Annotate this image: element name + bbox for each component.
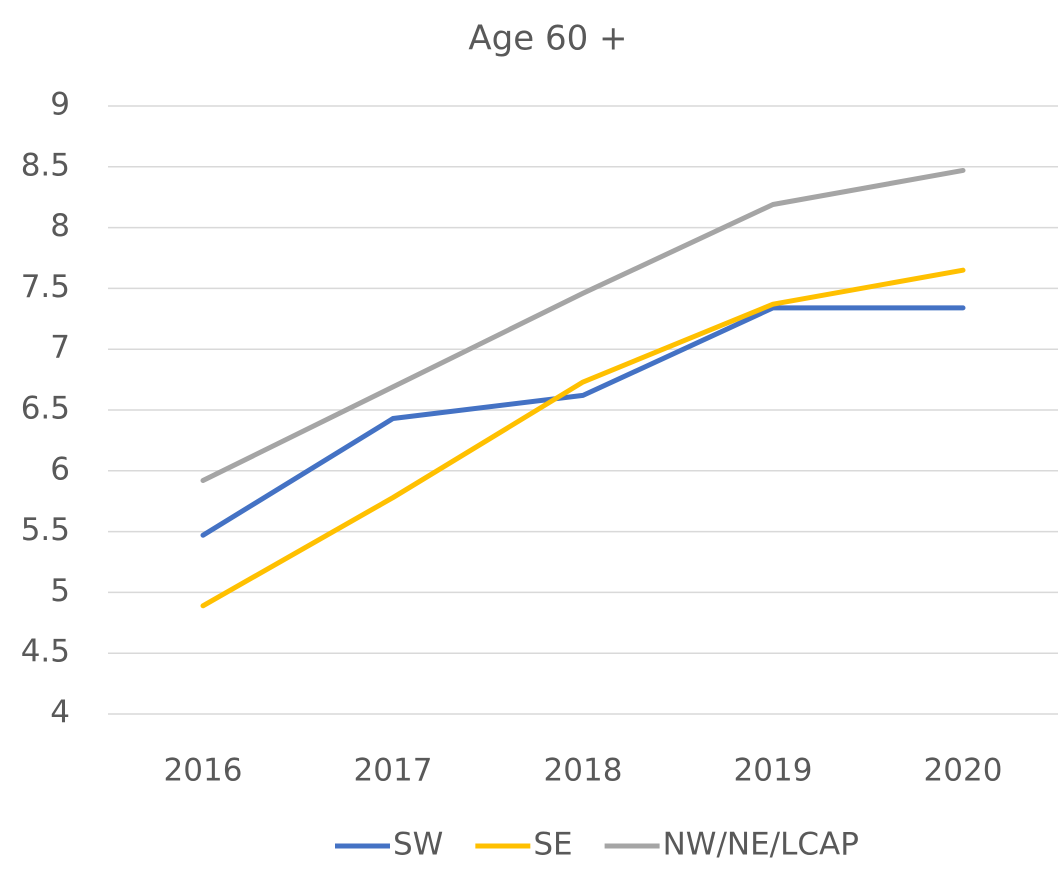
x-tick-label: 2016 <box>164 753 243 789</box>
chart-title: Age 60 + <box>468 19 627 59</box>
series-line <box>200 167 966 484</box>
series-line <box>200 305 966 538</box>
x-tick-label: 2018 <box>544 753 623 789</box>
y-tick-label: 8 <box>50 208 70 244</box>
y-tick-label: 7 <box>50 330 70 366</box>
y-tick-label: 4.5 <box>21 634 70 670</box>
legend-label: NW/NE/LCAP <box>663 827 859 863</box>
y-tick-label: 5.5 <box>21 512 70 548</box>
x-tick-label: 2019 <box>734 753 813 789</box>
legend-label: SW <box>393 827 443 863</box>
legend-label: SE <box>533 827 572 863</box>
series-line <box>200 267 966 609</box>
y-tick-label: 6 <box>50 451 70 487</box>
y-tick-label: 4 <box>50 695 70 731</box>
y-tick-label: 7.5 <box>21 269 70 305</box>
x-tick-label: 2020 <box>924 753 1003 789</box>
x-tick-label: 2017 <box>354 753 433 789</box>
y-tick-label: 9 <box>50 87 70 123</box>
y-tick-label: 8.5 <box>21 147 70 183</box>
y-tick-label: 6.5 <box>21 391 70 427</box>
y-tick-label: 5 <box>50 573 70 609</box>
